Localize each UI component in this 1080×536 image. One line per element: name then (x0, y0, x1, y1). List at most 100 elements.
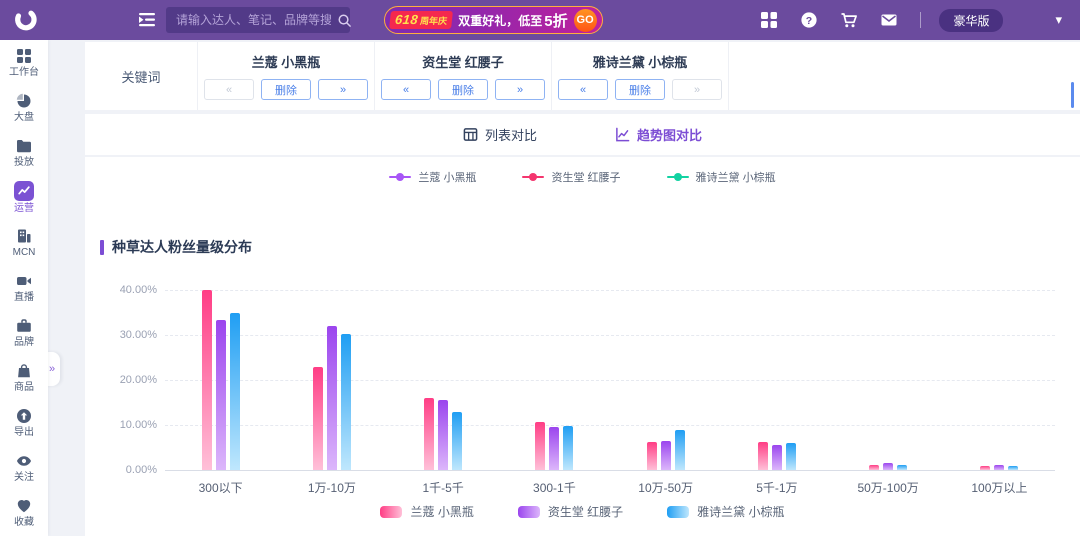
legend-line-marker (666, 173, 689, 181)
chart-bar[interactable] (424, 398, 435, 470)
sidebar-item-label: 工作台 (9, 67, 39, 78)
search-input[interactable] (166, 13, 337, 27)
help-icon[interactable]: ? (800, 11, 818, 29)
scroll-indicator[interactable] (1071, 82, 1074, 108)
trend-legend-item[interactable]: 资生堂 红腰子 (522, 169, 621, 185)
sidebar-item-label: 大盘 (14, 112, 34, 123)
sidebar-item-7[interactable]: 品牌 (0, 310, 48, 355)
keyword-name: 资生堂 红腰子 (422, 55, 504, 70)
chart-title-row: 种草达人粉丝量级分布 (100, 237, 252, 257)
chart-bar[interactable] (660, 440, 671, 470)
keyword-column-3: 雅诗兰黛 小棕瓶 « 删除 » (551, 42, 728, 110)
gridline (165, 470, 1055, 471)
sidebar-item-label: 投放 (14, 157, 34, 168)
bar-chart-legend: 兰蔻 小黑瓶 资生堂 红腰子 雅诗兰黛 小棕瓶 (85, 503, 1080, 520)
apps-grid-icon[interactable] (760, 11, 778, 29)
delete-button[interactable]: 删除 (261, 79, 311, 100)
legend-swatch (380, 505, 403, 518)
keyword-compare-card: 关键词 兰蔻 小黑瓶 « 删除 » 资生堂 红腰子 « 删除 » 雅诗兰黛 小棕瓶 « 删除 » (85, 42, 1080, 110)
promo-618-text: 618 (394, 12, 420, 27)
chart-bar[interactable] (883, 462, 894, 470)
chevron-down-icon[interactable]: ▾ (1055, 12, 1062, 27)
chart-bar[interactable] (452, 411, 463, 470)
chart-bar[interactable] (757, 441, 768, 470)
cart-icon[interactable] (840, 11, 858, 29)
gridline (165, 380, 1055, 381)
title-accent-bar (100, 239, 104, 255)
move-left-button[interactable]: « (381, 79, 431, 100)
chart-bar[interactable] (229, 312, 240, 470)
tab-label: 趋势图对比 (637, 128, 703, 143)
chart-bar[interactable] (646, 441, 657, 470)
mail-icon[interactable] (880, 11, 898, 29)
chart-bar[interactable] (869, 464, 880, 470)
x-axis-category: 5千-1万 (756, 481, 798, 495)
sidebar-item-label: 商品 (14, 382, 34, 393)
chart-bar[interactable] (674, 430, 685, 470)
gridline (165, 425, 1055, 426)
shopping-bag-icon (15, 362, 33, 380)
legend-label: 雅诗兰黛 小棕瓶 (695, 172, 776, 184)
y-axis-tick: 10.00% (119, 419, 157, 431)
search-box (166, 7, 352, 33)
chart-bar[interactable] (215, 320, 226, 470)
sidebar-item-1[interactable]: 工作台 (0, 40, 48, 85)
x-axis-category: 50万-100万 (857, 481, 919, 495)
delete-button[interactable]: 删除 (615, 79, 665, 100)
sidebar-item-5[interactable]: MCN (0, 220, 48, 265)
chart-bar[interactable] (785, 443, 796, 470)
x-axis-category: 10万-50万 (638, 481, 693, 495)
app-logo-icon[interactable] (12, 7, 38, 33)
sidebar-item-8[interactable]: 商品 (0, 355, 48, 400)
plan-badge[interactable]: 豪华版 (939, 8, 1004, 32)
sidebar-item-9[interactable]: 导出 (0, 400, 48, 445)
chart-bar[interactable] (326, 326, 337, 470)
tab-table-compare[interactable]: 列表对比 (463, 125, 537, 144)
promo-618-badge: 618 周年庆 (389, 11, 454, 29)
collapse-menu-icon[interactable] (137, 11, 157, 29)
sidebar-item-3[interactable]: 投放 (0, 130, 48, 175)
trend-chart-card: 兰蔻 小黑瓶 资生堂 红腰子 雅诗兰黛 小棕瓶 种草达人粉丝量级分布 40.00% 3… (85, 157, 1080, 536)
sidebar-item-11[interactable]: 收藏 (0, 490, 48, 535)
keyword-buttons: « 删除 » (204, 79, 368, 100)
sidebar-item-6[interactable]: 直播 (0, 265, 48, 310)
tab-trend-compare[interactable]: 趋势图对比 (615, 125, 702, 144)
legend-swatch (517, 505, 540, 518)
promo-banner[interactable]: 618 周年庆 双重好礼，低至 5折 GO (384, 6, 603, 34)
chart-bar[interactable] (771, 445, 782, 470)
bar-legend-item[interactable]: 兰蔻 小黑瓶 (380, 503, 474, 520)
y-axis-tick: 40.00% (119, 284, 157, 296)
search-icon[interactable] (337, 7, 352, 33)
move-right-button[interactable]: » (495, 79, 545, 100)
sidebar-item-2[interactable]: 大盘 (0, 85, 48, 130)
chart-bar[interactable] (340, 333, 351, 470)
sidebar-item-10[interactable]: 关注 (0, 445, 48, 490)
move-left-button[interactable]: « (558, 79, 608, 100)
delete-button[interactable]: 删除 (438, 79, 488, 100)
chart-bar[interactable] (549, 427, 560, 470)
sidebar-expand-handle[interactable]: » (44, 352, 60, 386)
chart-bar[interactable] (535, 421, 546, 470)
chart-bar[interactable] (312, 366, 323, 470)
chart-bar[interactable] (201, 290, 212, 470)
bar-chart-plot: 40.00% 30.00% 20.00% 10.00% 0.00% 300以下 1万-10万… (85, 157, 1080, 536)
compare-mode-tabs: 列表对比 趋势图对比 (85, 112, 1080, 155)
chart-bar[interactable] (994, 465, 1005, 470)
chart-bar[interactable] (897, 464, 908, 470)
chart-bar[interactable] (563, 425, 574, 470)
move-right-button: » (672, 79, 722, 100)
sidebar-item-4[interactable]: 运营 (0, 175, 48, 220)
chart-bar[interactable] (980, 465, 991, 470)
chart-bar[interactable] (1008, 466, 1019, 470)
video-icon (15, 272, 33, 290)
y-axis-tick: 30.00% (119, 329, 157, 341)
chart-bar[interactable] (438, 400, 449, 470)
trend-legend-item[interactable]: 兰蔻 小黑瓶 (389, 169, 476, 185)
bar-legend-item[interactable]: 雅诗兰黛 小棕瓶 (667, 503, 785, 520)
move-right-button[interactable]: » (318, 79, 368, 100)
promo-go-button[interactable]: GO (573, 8, 597, 32)
sidebar-item-label: 直播 (14, 292, 34, 303)
bar-legend-item[interactable]: 资生堂 红腰子 (517, 503, 623, 520)
trend-legend-item[interactable]: 雅诗兰黛 小棕瓶 (666, 169, 776, 185)
